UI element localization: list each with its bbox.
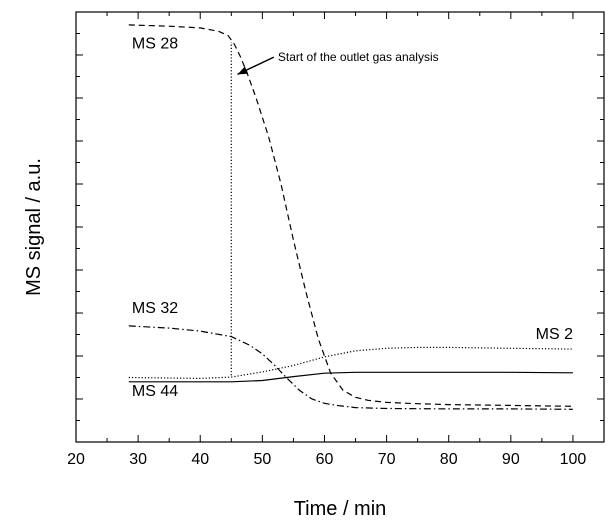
annotation-group: Start of the outlet gas analysis xyxy=(237,50,439,75)
x-tick-label: 80 xyxy=(440,451,458,468)
series-line-ms-32 xyxy=(128,325,573,410)
x-tick-label: 20 xyxy=(67,451,85,468)
x-tick-label: 60 xyxy=(316,451,334,468)
series-line-ms-44 xyxy=(128,371,573,383)
x-tick-label: 30 xyxy=(129,451,147,468)
series-label: MS 32 xyxy=(132,300,178,317)
series-label: MS 44 xyxy=(132,383,178,400)
y-axis-label: MS signal / a.u. xyxy=(23,158,45,296)
annotation-text: Start of the outlet gas analysis xyxy=(278,50,439,64)
x-tick-label: 70 xyxy=(378,451,396,468)
x-tick-label: 100 xyxy=(560,451,587,468)
x-axis-label: Time / min xyxy=(294,498,387,520)
series-labels: MS 28 MS 32 MS 2 MS 44 xyxy=(132,36,573,400)
x-tick-labels: 20 30 40 50 60 70 80 90 100 xyxy=(67,451,586,468)
x-tick-label: 50 xyxy=(253,451,271,468)
series-line-ms-28 xyxy=(128,24,573,407)
series-lines xyxy=(128,24,573,410)
x-tick-label: 40 xyxy=(191,451,209,468)
series-line-ms-2 xyxy=(128,346,573,380)
series-label: MS 28 xyxy=(132,36,178,53)
axis-ticks xyxy=(75,11,605,443)
series-label: MS 2 xyxy=(536,326,573,343)
annotation-arrowhead xyxy=(237,66,249,75)
x-tick-label: 90 xyxy=(502,451,520,468)
